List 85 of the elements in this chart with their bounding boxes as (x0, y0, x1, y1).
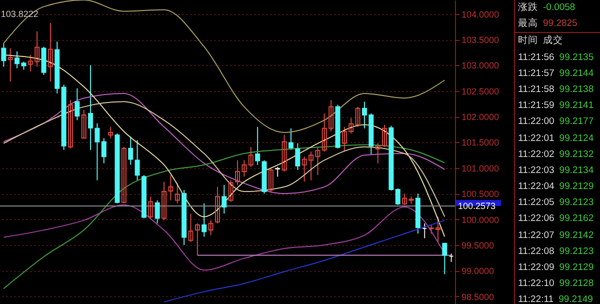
text: 99.2123 (559, 244, 594, 259)
candlestick (74, 88, 80, 121)
y-tick-label: 103.5000 (462, 35, 500, 46)
candlestick (202, 202, 207, 238)
text: 99.2129 (559, 261, 594, 275)
y-tick-label: 102.5000 (462, 86, 500, 96)
candlestick (288, 128, 294, 150)
candlestick (121, 146, 126, 204)
candlestick (255, 126, 260, 166)
text: 11:22:08 (518, 244, 554, 259)
text: 99.2825 (543, 17, 578, 32)
text: 时间 (518, 34, 538, 48)
candlestick (81, 109, 86, 139)
line-series (164, 220, 446, 302)
candlestick (188, 213, 194, 242)
candlestick (194, 222, 200, 256)
text: 最高 (518, 17, 538, 32)
text: 11:22:10 (518, 277, 554, 292)
candlestick (108, 126, 114, 139)
text: 99.2141 (559, 99, 594, 114)
text: 11:22:06 (518, 212, 554, 226)
candlestick (442, 242, 448, 275)
text: 99.2129 (559, 180, 594, 194)
y-tick-label: 100.0000 (462, 214, 500, 225)
text: -0.0058 (543, 1, 576, 15)
candlestick (8, 48, 13, 82)
candlestick (1, 42, 6, 68)
candlestick (275, 166, 280, 178)
text: 11:21:57 (518, 66, 554, 81)
text: 99.2142 (559, 228, 594, 243)
text: 11:21:56 (518, 50, 554, 65)
text: 11:22:09 (518, 261, 554, 275)
line-series (3, 101, 446, 218)
text: 99.2149 (558, 293, 593, 304)
text: 99.2138 (559, 82, 594, 97)
candlestick (128, 136, 134, 166)
text: 99.2132 (559, 148, 594, 162)
text: 11:22:00 (518, 115, 554, 130)
text: 11:22:04 (518, 180, 554, 194)
candlestick (48, 22, 53, 82)
candlestick (268, 168, 274, 192)
candlestick (134, 140, 140, 181)
y-tick-label: 102.0000 (462, 112, 500, 122)
text: 11:22:03 (518, 164, 554, 178)
candlestick (214, 186, 220, 224)
text: 涨跌 (518, 1, 538, 15)
candlestick (68, 100, 73, 149)
y-tick-label: 99.0000 (462, 266, 494, 276)
text: 99.2134 (559, 164, 594, 178)
line-series (3, 0, 446, 133)
y-tick-label: 101.5000 (462, 138, 500, 148)
text: 99.2128 (559, 277, 594, 292)
candlestick (248, 146, 254, 168)
text: 11:22:02 (518, 148, 554, 162)
candlestick (295, 142, 300, 170)
candlestick (174, 182, 180, 204)
candlestick (101, 138, 106, 164)
text: 99.2123 (559, 196, 594, 210)
text: 成交 (543, 34, 563, 48)
y-tick-label: 101.0000 (462, 163, 500, 174)
line-series (3, 92, 446, 194)
candlestick (355, 106, 360, 128)
text: 11:22:05 (518, 196, 554, 210)
y-tick-label: 98.5000 (462, 292, 494, 302)
candlestick (228, 180, 234, 202)
candlestick (154, 200, 160, 224)
text: 11:21:59 (518, 99, 554, 114)
y-tick-label: 100.5000 (462, 189, 500, 200)
candlestick (282, 134, 287, 172)
y-tick-label: 99.5000 (462, 240, 494, 250)
text: 11:22:11 (518, 293, 554, 304)
candlestick (222, 184, 227, 214)
text: 99.2135 (559, 50, 594, 65)
candlestick (395, 188, 400, 206)
candlestick (208, 220, 214, 236)
text: 11:22:01 (518, 132, 554, 146)
y-tick-label: 104.0000 (462, 9, 500, 20)
text: 99.2177 (559, 115, 594, 130)
text: 99.2144 (559, 66, 594, 81)
candlestick (148, 196, 154, 219)
text: 99.2124 (559, 132, 594, 146)
text: 99.2162 (559, 212, 594, 226)
text: 11:22:07 (518, 228, 554, 243)
y-tick-label: 103.0000 (462, 60, 500, 71)
text: 11:21:58 (518, 82, 554, 97)
